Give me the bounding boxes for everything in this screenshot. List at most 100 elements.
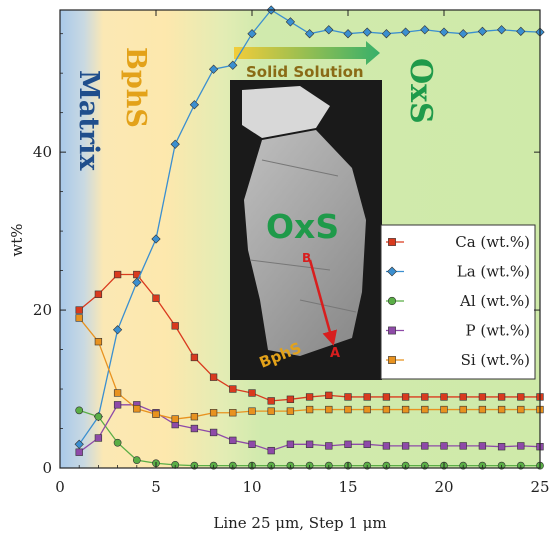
data-point bbox=[267, 397, 275, 405]
data-point bbox=[229, 409, 237, 417]
inset-image: B A OxS BphS bbox=[230, 80, 382, 380]
data-point bbox=[267, 407, 275, 415]
data-point bbox=[382, 393, 391, 401]
legend-item: La (wt.%) bbox=[386, 263, 530, 281]
data-point bbox=[171, 322, 179, 330]
inset-label-oxs: OxS bbox=[266, 207, 339, 246]
legend-label: La (wt.%) bbox=[457, 263, 530, 281]
data-point bbox=[113, 438, 122, 447]
data-point bbox=[363, 440, 371, 448]
data-point bbox=[459, 393, 467, 401]
legend-label: Si (wt.%) bbox=[461, 351, 530, 369]
legend-box bbox=[380, 224, 536, 380]
data-point bbox=[382, 405, 391, 414]
data-point bbox=[305, 405, 314, 414]
data-point bbox=[439, 27, 449, 37]
legend-marker bbox=[388, 356, 396, 364]
data-point bbox=[440, 405, 448, 414]
x-tick-label: 15 bbox=[338, 478, 357, 496]
legend-label: Al (wt.%) bbox=[459, 292, 530, 310]
solid-solution-label: Solid Solution bbox=[246, 63, 364, 81]
data-point bbox=[497, 393, 506, 401]
data-point bbox=[209, 428, 218, 437]
data-point bbox=[189, 100, 200, 110]
x-tick-label: 10 bbox=[242, 478, 261, 496]
data-point bbox=[401, 393, 410, 401]
data-point bbox=[248, 389, 256, 397]
data-point bbox=[421, 393, 429, 401]
x-tick-label: 5 bbox=[151, 478, 161, 496]
data-point bbox=[190, 424, 199, 433]
legend-marker bbox=[387, 266, 397, 277]
data-point bbox=[421, 405, 429, 414]
solid-solution-annotation: Solid Solution bbox=[234, 41, 380, 81]
data-point bbox=[517, 393, 525, 401]
legend: Ca (wt.%) La (wt.%) Al (wt.%) P (wt.%) Si (w… bbox=[380, 224, 536, 380]
data-point bbox=[459, 405, 467, 414]
data-point bbox=[151, 234, 161, 244]
y-tick-label: 40 bbox=[33, 143, 52, 161]
region-label-oxs: OxS bbox=[403, 58, 438, 124]
data-point bbox=[517, 405, 525, 414]
data-point bbox=[75, 406, 84, 415]
data-point bbox=[440, 442, 448, 450]
data-point bbox=[401, 405, 410, 414]
series-la bbox=[74, 5, 545, 449]
inset-marker-a: A bbox=[330, 346, 340, 361]
data-point bbox=[209, 373, 218, 381]
data-point bbox=[401, 442, 410, 450]
y-tick-label: 0 bbox=[42, 459, 52, 477]
data-point bbox=[285, 17, 296, 27]
legend-label: Ca (wt.%) bbox=[455, 233, 530, 251]
data-point bbox=[325, 405, 333, 414]
solid-solution-arrow bbox=[234, 41, 380, 65]
data-point bbox=[171, 415, 179, 423]
data-point bbox=[304, 29, 315, 39]
data-point bbox=[208, 64, 219, 74]
data-point bbox=[344, 440, 352, 448]
data-point bbox=[152, 410, 160, 418]
data-point bbox=[286, 395, 295, 403]
region-label-matrix: Matrix bbox=[73, 70, 104, 171]
data-point bbox=[112, 325, 123, 335]
x-tick-label: 0 bbox=[55, 478, 65, 496]
data-point bbox=[325, 442, 333, 450]
data-point bbox=[421, 442, 429, 450]
data-point bbox=[362, 27, 372, 37]
data-point bbox=[75, 306, 83, 314]
inset-grain bbox=[244, 130, 366, 356]
legend-marker bbox=[387, 296, 397, 306]
data-point bbox=[248, 407, 256, 415]
data-point bbox=[94, 290, 103, 298]
inset-profile-arrow bbox=[308, 259, 338, 346]
data-point bbox=[381, 29, 392, 39]
data-point bbox=[382, 442, 391, 450]
data-point bbox=[305, 440, 314, 448]
y-tick-label: 20 bbox=[33, 301, 52, 319]
x-axis-title: Line 25 μm, Step 1 μm bbox=[213, 514, 386, 532]
legend-item: Al (wt.%) bbox=[386, 292, 530, 310]
data-point bbox=[497, 405, 506, 414]
data-point bbox=[94, 337, 103, 346]
legend-label: P (wt.%) bbox=[466, 322, 530, 340]
data-point bbox=[478, 405, 487, 414]
data-point bbox=[363, 405, 371, 414]
plot-frame bbox=[59, 9, 541, 469]
data-point bbox=[458, 29, 468, 39]
data-point bbox=[94, 412, 103, 421]
data-point bbox=[94, 434, 103, 442]
x-tick-label: 20 bbox=[434, 478, 453, 496]
data-point bbox=[344, 393, 352, 401]
data-point bbox=[516, 26, 526, 36]
data-point bbox=[75, 314, 83, 322]
data-point bbox=[286, 407, 295, 415]
x-tick-label: 25 bbox=[530, 478, 549, 496]
region-label-bphs: BphS bbox=[120, 47, 151, 128]
legend-marker bbox=[388, 238, 396, 246]
data-point bbox=[132, 277, 142, 288]
data-point bbox=[113, 270, 122, 279]
data-point bbox=[75, 448, 83, 456]
data-point bbox=[344, 405, 352, 414]
data-point bbox=[363, 393, 371, 401]
legend-item: P (wt.%) bbox=[386, 322, 530, 340]
